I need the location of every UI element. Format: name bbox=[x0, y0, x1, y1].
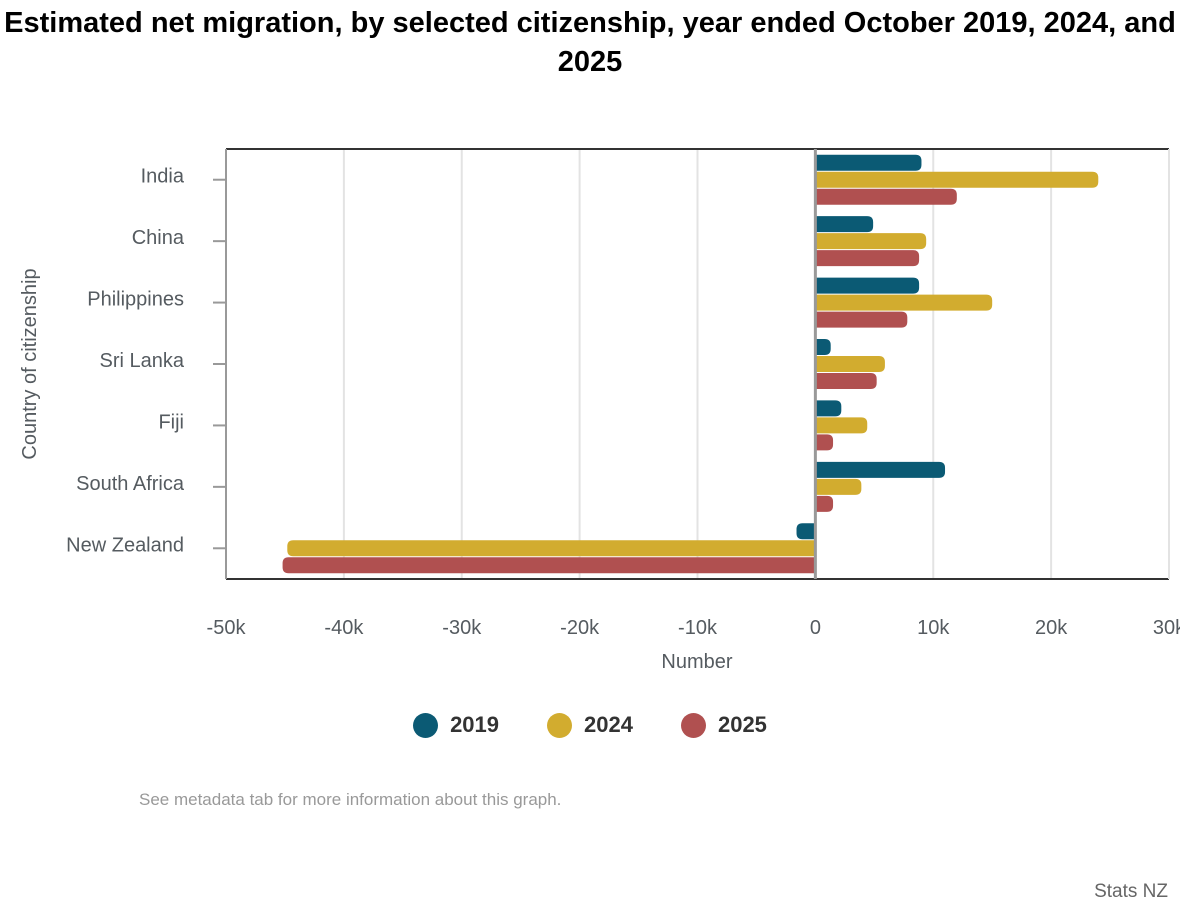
x-tick-label: 20k bbox=[1035, 617, 1068, 639]
source-credit: Stats NZ bbox=[1094, 881, 1168, 902]
bar-new-zealand-2025[interactable] bbox=[282, 557, 816, 574]
legend-item-2019[interactable]: 2019 bbox=[413, 712, 499, 738]
x-tick-label: -50k bbox=[207, 617, 247, 639]
y-tick-label: Sri Lanka bbox=[100, 350, 185, 372]
bar-chart: -50k -40k -30k -20k -10k 0 10k 20k 30k India Chin… bbox=[19, 148, 1180, 673]
y-tick-label: Fiji bbox=[158, 411, 184, 433]
bar-china-2024[interactable] bbox=[815, 233, 927, 250]
x-tick-label: 30k bbox=[1153, 617, 1180, 639]
x-tick-label: -20k bbox=[560, 617, 600, 639]
bar-sri-lanka-2024[interactable] bbox=[815, 356, 885, 372]
x-tick-label: -10k bbox=[678, 617, 718, 639]
bars bbox=[282, 154, 1099, 574]
legend-label: 2019 bbox=[450, 712, 500, 737]
gridlines bbox=[342, 149, 1170, 579]
x-tick-label: 10k bbox=[917, 617, 950, 639]
bar-fiji-2019[interactable] bbox=[815, 400, 842, 417]
bar-china-2019[interactable] bbox=[815, 216, 874, 233]
x-axis-title: Number bbox=[661, 651, 732, 673]
y-tick-label: New Zealand bbox=[66, 534, 184, 556]
bar-philippines-2019[interactable] bbox=[815, 277, 920, 294]
legend-item-2025[interactable]: 2025 bbox=[680, 712, 767, 738]
x-tick-label: 0 bbox=[810, 617, 821, 639]
legend: 2019 2024 2025 bbox=[0, 712, 1180, 738]
bar-india-2019[interactable] bbox=[815, 154, 922, 171]
bar-philippines-2025[interactable] bbox=[815, 311, 908, 328]
x-tick-label: -30k bbox=[442, 617, 482, 639]
legend-dot-icon bbox=[547, 712, 573, 738]
bar-sri-lanka-2025[interactable] bbox=[815, 373, 877, 389]
y-tick-label: India bbox=[141, 166, 185, 188]
bar-china-2025[interactable] bbox=[815, 250, 920, 267]
bar-fiji-2024[interactable] bbox=[815, 417, 868, 434]
y-axis-title: Country of citizenship bbox=[19, 268, 41, 459]
bar-south-africa-2024[interactable] bbox=[815, 478, 862, 495]
legend-label: 2025 bbox=[717, 712, 767, 737]
bar-india-2025[interactable] bbox=[815, 188, 957, 205]
metadata-note: See metadata tab for more information ab… bbox=[139, 790, 562, 809]
y-tick-label: South Africa bbox=[76, 473, 185, 495]
legend-label: 2024 bbox=[584, 712, 633, 737]
chart-title: Estimated net migration, by selected cit… bbox=[4, 7, 1176, 78]
bar-south-africa-2019[interactable] bbox=[815, 461, 946, 478]
legend-dot-icon bbox=[413, 712, 439, 738]
y-tick-labels: India China Philippines Sri Lanka Fiji South … bbox=[66, 166, 185, 557]
bar-new-zealand-2024[interactable] bbox=[287, 540, 816, 557]
y-tick-label: Philippines bbox=[87, 289, 184, 311]
x-tick-labels: -50k -40k -30k -20k -10k 0 10k 20k 30k bbox=[207, 617, 1180, 639]
bar-fiji-2025[interactable] bbox=[815, 434, 834, 451]
axes bbox=[213, 148, 1170, 580]
bar-south-africa-2025[interactable] bbox=[815, 495, 834, 512]
legend-item-2024[interactable]: 2024 bbox=[547, 712, 633, 738]
bar-new-zealand-2019[interactable] bbox=[796, 523, 816, 540]
bar-philippines-2024[interactable] bbox=[815, 294, 993, 311]
legend-dot-icon bbox=[680, 712, 706, 738]
bar-india-2024[interactable] bbox=[815, 171, 1099, 188]
bar-sri-lanka-2019[interactable] bbox=[815, 339, 831, 355]
x-tick-label: -40k bbox=[324, 617, 364, 639]
y-tick-label: China bbox=[132, 227, 185, 249]
